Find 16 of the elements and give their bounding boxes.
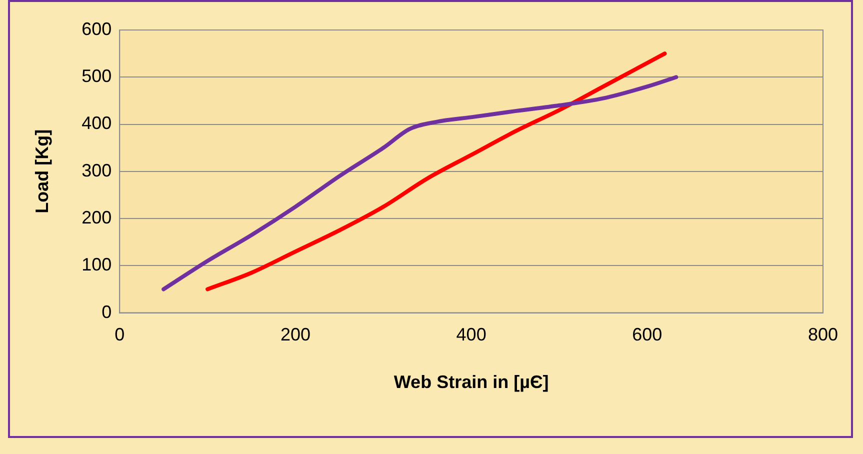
y-tick-label: 400 — [82, 113, 112, 134]
x-axis-title: Web Strain in [µЄ] — [394, 372, 549, 392]
line-series — [206, 52, 667, 292]
x-tick-label: 200 — [280, 324, 310, 345]
y-tick-label: 0 — [102, 302, 112, 322]
y-tick-label: 600 — [82, 18, 112, 39]
y-tick-label: 200 — [82, 208, 112, 228]
x-tick-label: 400 — [456, 324, 486, 345]
x-tick-label: 800 — [808, 324, 838, 345]
y-tick-label: 500 — [82, 66, 112, 86]
y-axis-title: Load [Kg] — [32, 129, 52, 214]
y-tick-label: 300 — [82, 160, 112, 180]
y-tick-label: 100 — [82, 254, 112, 275]
line-series — [162, 75, 678, 292]
x-tick-label: 600 — [632, 324, 662, 345]
x-tick-label: 0 — [114, 324, 125, 345]
